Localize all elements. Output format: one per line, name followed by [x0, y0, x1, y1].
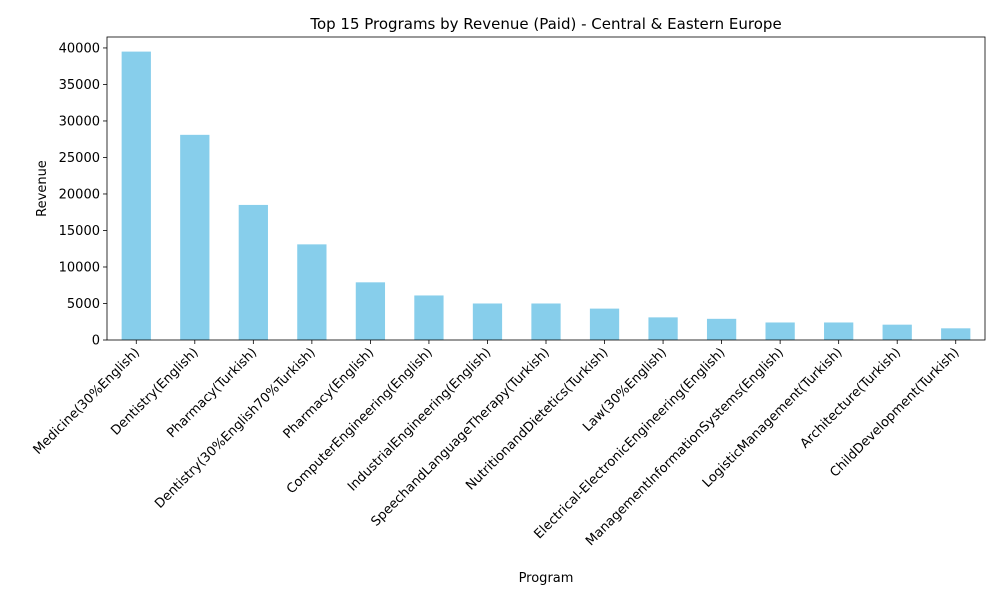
x-tick-label: Medicine(30%English) — [31, 345, 143, 457]
bar — [941, 328, 971, 340]
bar — [414, 295, 444, 340]
x-tick-label: ChildDevelopment(Turkish) — [827, 345, 962, 480]
chart-title: Top 15 Programs by Revenue (Paid) - Cent… — [309, 15, 781, 33]
bar — [180, 134, 210, 340]
y-tick-label: 25000 — [59, 151, 100, 166]
x-tick-label: ManagementInformationSystems(English) — [583, 345, 787, 549]
x-tick-label: Architecture(Turkish) — [798, 345, 904, 451]
x-axis: Medicine(30%English)Dentistry(English)Ph… — [31, 340, 963, 549]
y-tick-label: 5000 — [67, 297, 100, 312]
bar — [824, 322, 854, 340]
y-axis-label: Revenue — [35, 160, 50, 217]
bar — [297, 244, 327, 340]
y-axis: 0 5000 10000 15000 20000 25000 30000 35000 40000 — [59, 41, 107, 349]
y-tick-label: 15000 — [59, 224, 100, 239]
bar — [765, 322, 795, 340]
y-tick-label: 30000 — [59, 114, 100, 129]
bar — [238, 204, 268, 340]
y-tick-label: 35000 — [59, 78, 100, 93]
bar — [531, 303, 561, 340]
bar — [648, 317, 678, 340]
bar — [882, 324, 912, 340]
y-tick-label: 0 — [92, 334, 100, 349]
bar — [472, 303, 503, 340]
y-tick-label: 20000 — [59, 187, 100, 202]
bar — [121, 51, 151, 340]
bar — [706, 318, 737, 340]
bars-group — [121, 51, 971, 340]
bar — [355, 282, 386, 340]
y-tick-label: 40000 — [59, 41, 100, 56]
x-axis-label: Program — [519, 571, 574, 586]
y-tick-label: 10000 — [59, 260, 100, 275]
plot-frame — [106, 36, 986, 341]
bar — [589, 308, 620, 340]
